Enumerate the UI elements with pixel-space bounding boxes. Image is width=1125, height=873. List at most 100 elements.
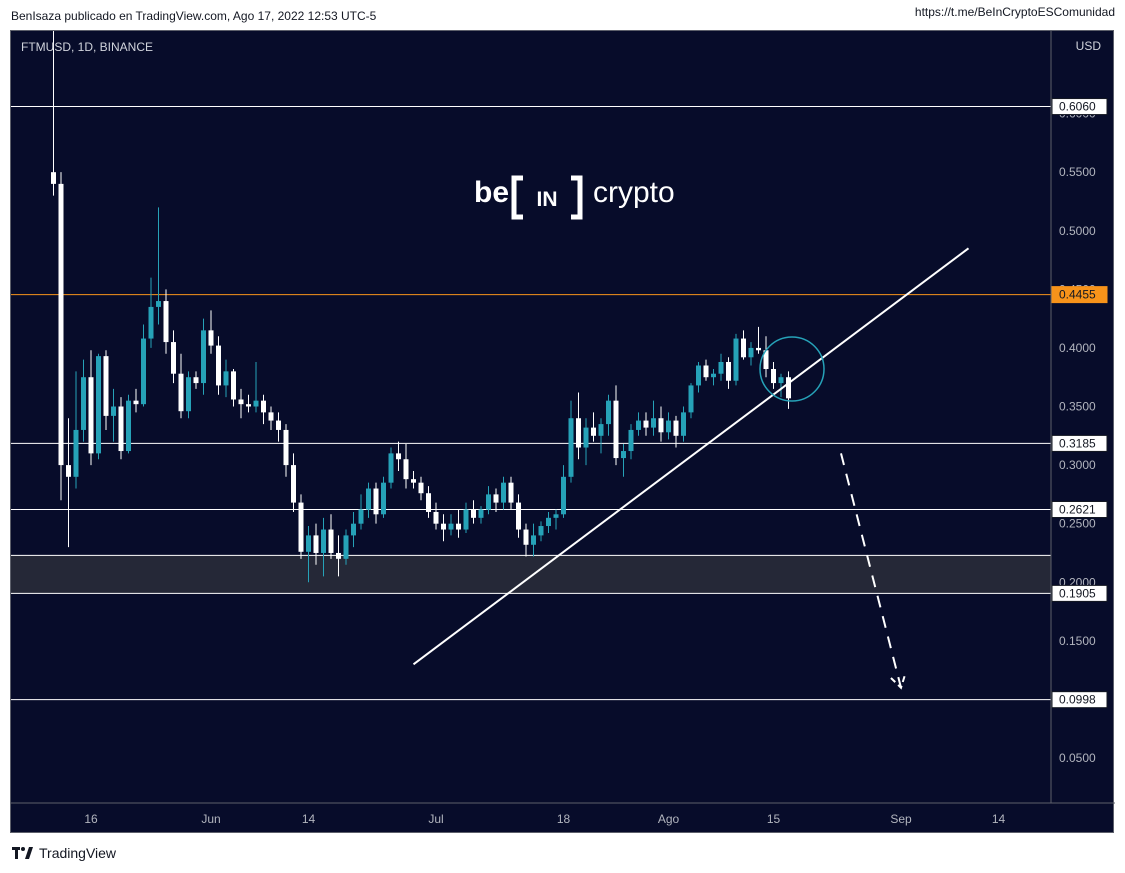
candle-body bbox=[283, 429, 289, 466]
currency-label: USD bbox=[1075, 39, 1101, 53]
level-layer bbox=[11, 106, 1051, 701]
candle-body bbox=[313, 535, 319, 553]
candle-body bbox=[756, 347, 761, 351]
candle-body bbox=[448, 523, 454, 530]
candle-body bbox=[88, 377, 94, 454]
chart-panel[interactable]: be IN crypto 0.05000.10000.15000.20000.2… bbox=[10, 30, 1115, 834]
y-tick-label: 0.2500 bbox=[1059, 517, 1096, 531]
candle-body bbox=[216, 345, 221, 386]
candle-body bbox=[103, 356, 109, 416]
level-price-label: 0.4455 bbox=[1059, 288, 1096, 302]
level-price-tag bbox=[1051, 584, 1108, 602]
candle-body bbox=[118, 406, 124, 452]
x-tick-label: 16 bbox=[84, 812, 98, 826]
candle-body bbox=[621, 451, 626, 459]
candle-body bbox=[246, 404, 251, 407]
candle-body bbox=[163, 301, 169, 343]
publisher-text: BenIsaza publicado en TradingView.com, A… bbox=[11, 9, 377, 23]
watermark-text-left: be bbox=[474, 176, 509, 209]
community-link[interactable]: https://t.me/BeInCryptoESComunidad bbox=[914, 5, 1115, 19]
watermark-bracket-icon bbox=[511, 175, 583, 220]
candle-body bbox=[193, 377, 199, 384]
candle-body bbox=[351, 523, 356, 536]
watermark-text-mid: IN bbox=[537, 188, 558, 211]
candle-body bbox=[208, 330, 214, 346]
symbol-title[interactable]: FTMUSD, 1D, BINANCE bbox=[21, 40, 154, 54]
candle-body bbox=[178, 373, 184, 412]
beincrypto-watermark: be IN crypto bbox=[474, 175, 675, 220]
candle-body bbox=[201, 330, 206, 384]
candle-body bbox=[568, 418, 574, 477]
candle-body bbox=[703, 365, 709, 378]
highlight-circle bbox=[759, 336, 825, 402]
candle-body bbox=[696, 365, 701, 386]
level-price-tag bbox=[1051, 98, 1108, 116]
x-tick-label: 18 bbox=[557, 812, 571, 826]
candle-body bbox=[171, 342, 176, 374]
candle-body bbox=[508, 482, 514, 503]
candle-body bbox=[411, 479, 416, 483]
candle-body bbox=[456, 523, 461, 530]
x-tick-label: 14 bbox=[992, 812, 1006, 826]
support-zone bbox=[11, 555, 1051, 594]
candle-body bbox=[328, 529, 334, 553]
candle-body bbox=[666, 420, 671, 433]
x-tick-label: 14 bbox=[302, 812, 316, 826]
axis-layer: 0.05000.10000.15000.20000.25000.30000.35… bbox=[11, 31, 1115, 826]
candle-body bbox=[238, 399, 244, 405]
candle-body bbox=[291, 465, 296, 503]
candle-body bbox=[478, 509, 484, 518]
y-tick-label: 0.4000 bbox=[1059, 341, 1096, 355]
candle-body bbox=[673, 420, 679, 436]
x-tick-label: Jun bbox=[201, 812, 220, 826]
candle-body bbox=[276, 420, 281, 430]
candle-body bbox=[501, 482, 506, 503]
level-price-tag bbox=[1051, 501, 1108, 519]
candle-body bbox=[591, 427, 596, 436]
candle-body bbox=[733, 338, 739, 381]
candle-body bbox=[141, 338, 146, 405]
candle-body bbox=[298, 502, 304, 552]
candle-body bbox=[126, 400, 131, 452]
candle-body bbox=[253, 400, 259, 407]
candle-body bbox=[96, 356, 101, 454]
candle-body bbox=[598, 424, 604, 436]
footer-brand[interactable]: TradingView bbox=[12, 845, 116, 861]
candle-body bbox=[148, 306, 154, 339]
candle-body bbox=[711, 373, 716, 378]
candle-body bbox=[396, 453, 401, 460]
candle-body bbox=[441, 523, 446, 530]
y-tick-label: 0.5000 bbox=[1059, 224, 1096, 238]
candle-body bbox=[471, 509, 476, 518]
level-price-label: 0.6060 bbox=[1059, 100, 1096, 114]
price-label-layer: 0.6060 0.4455 0.3185 0.2621 0.1905 0.0998 bbox=[1051, 98, 1108, 709]
y-tick-label: 0.3000 bbox=[1059, 458, 1096, 472]
candle-body bbox=[606, 400, 611, 425]
candle-layer bbox=[51, 31, 791, 583]
candle-body bbox=[531, 535, 536, 545]
candle-body bbox=[561, 476, 566, 515]
candle-body bbox=[343, 535, 349, 559]
candle-body bbox=[628, 429, 634, 452]
candle-body bbox=[553, 514, 559, 518]
candle-body bbox=[771, 369, 776, 384]
candle-body bbox=[681, 412, 686, 436]
candle-body bbox=[493, 494, 499, 503]
candle-body bbox=[336, 552, 341, 559]
candle-body bbox=[658, 418, 664, 433]
watermark-text-right: crypto bbox=[593, 176, 675, 209]
candle-body bbox=[718, 361, 724, 374]
candle-body bbox=[268, 412, 274, 421]
x-tick-label: Sep bbox=[890, 812, 912, 826]
candle-body bbox=[51, 172, 56, 184]
y-tick-label: 0.0500 bbox=[1059, 751, 1096, 765]
candle-body bbox=[651, 418, 656, 428]
candle-body bbox=[546, 517, 551, 527]
candle-body bbox=[186, 377, 191, 412]
level-price-label: 0.0998 bbox=[1059, 693, 1096, 707]
projection-arrow-head bbox=[890, 674, 907, 690]
price-chart[interactable]: be IN crypto 0.05000.10000.15000.20000.2… bbox=[11, 31, 1115, 834]
candle-body bbox=[786, 377, 791, 399]
level-price-tag bbox=[1051, 434, 1108, 452]
drawing-layer bbox=[412, 247, 970, 690]
